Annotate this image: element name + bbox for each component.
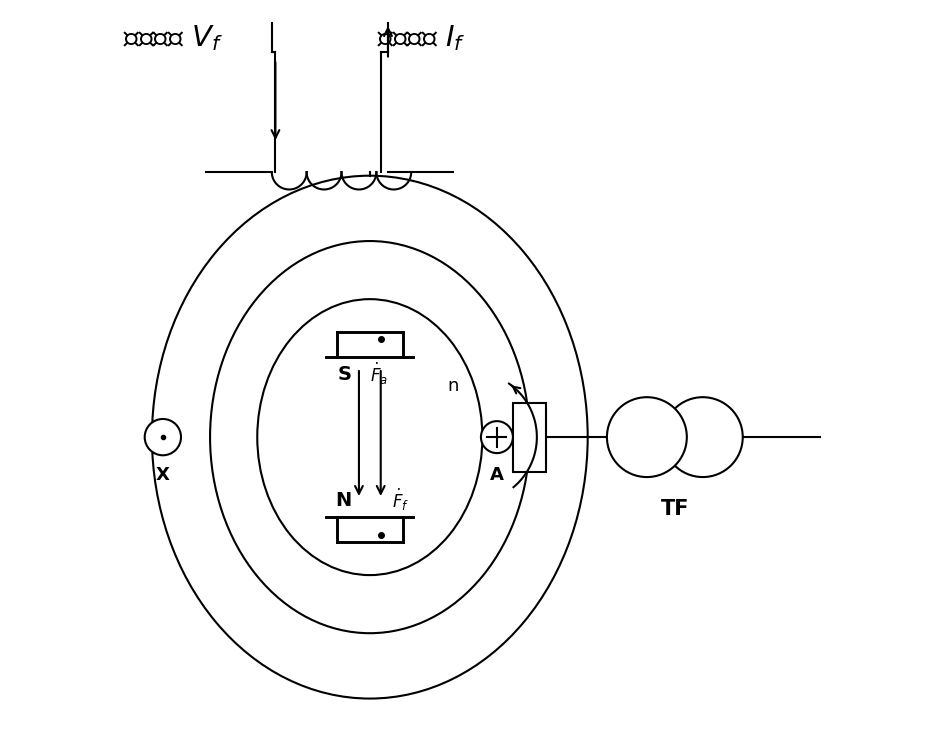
Text: N: N	[336, 491, 352, 510]
Text: $\dot{F}_f$: $\dot{F}_f$	[391, 487, 409, 513]
Text: X: X	[156, 466, 170, 484]
Text: TF: TF	[661, 499, 689, 519]
Text: n: n	[448, 378, 459, 395]
Circle shape	[663, 397, 743, 477]
Ellipse shape	[210, 241, 530, 634]
Circle shape	[481, 421, 513, 453]
Ellipse shape	[152, 176, 587, 698]
Circle shape	[607, 397, 687, 477]
Bar	[513, 402, 546, 472]
Ellipse shape	[257, 299, 483, 575]
Text: S: S	[338, 364, 352, 383]
Circle shape	[144, 419, 181, 456]
Text: $\dot{F}_a$: $\dot{F}_a$	[370, 361, 388, 387]
Text: A: A	[490, 466, 504, 484]
Text: 励磁电流 $I_f$: 励磁电流 $I_f$	[377, 23, 466, 53]
Text: 励磁电压 $V_f$: 励磁电压 $V_f$	[123, 23, 223, 53]
